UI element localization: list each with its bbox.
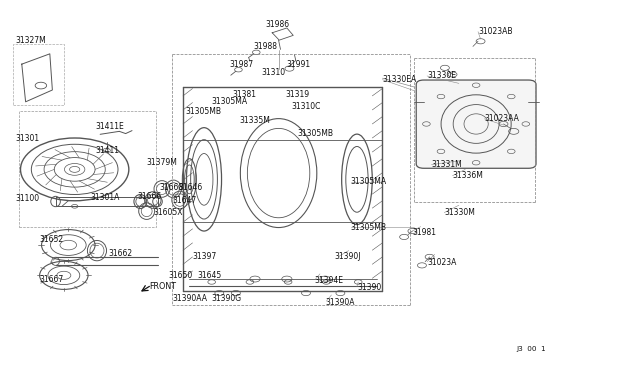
Text: 31668: 31668 — [159, 183, 184, 192]
Text: 31023AB: 31023AB — [478, 27, 513, 36]
Text: 31301A: 31301A — [91, 193, 120, 202]
Text: 31381: 31381 — [233, 90, 257, 99]
FancyBboxPatch shape — [416, 80, 536, 168]
Text: 31379M: 31379M — [147, 157, 177, 167]
Text: J3  00  1: J3 00 1 — [516, 346, 546, 352]
Text: FRONT: FRONT — [149, 282, 176, 291]
Text: 31605X: 31605X — [153, 208, 182, 217]
Text: 31647: 31647 — [172, 196, 196, 205]
Text: 31327M: 31327M — [15, 36, 46, 45]
Text: 31023AA: 31023AA — [484, 114, 519, 123]
Text: 31305MB: 31305MB — [298, 129, 333, 138]
Text: 31645: 31645 — [198, 271, 222, 280]
Text: 31397: 31397 — [193, 252, 217, 262]
Text: 31987: 31987 — [230, 60, 253, 70]
Text: 31652: 31652 — [40, 235, 64, 244]
Text: 31411: 31411 — [96, 147, 120, 155]
Text: 31981: 31981 — [412, 228, 436, 237]
Text: 31650: 31650 — [168, 271, 193, 280]
Text: 31310: 31310 — [261, 68, 285, 77]
Text: 31335M: 31335M — [239, 116, 270, 125]
Text: 31986: 31986 — [266, 20, 290, 29]
Text: 31330EA: 31330EA — [383, 75, 417, 84]
Text: 31390AA: 31390AA — [172, 294, 207, 303]
Text: 31411E: 31411E — [96, 122, 124, 131]
Text: 31319: 31319 — [285, 90, 309, 99]
Text: 31390: 31390 — [357, 283, 381, 292]
Text: 31394E: 31394E — [315, 276, 344, 285]
Text: 31023A: 31023A — [427, 258, 456, 267]
Text: 31305MA: 31305MA — [212, 97, 248, 106]
Text: 31662: 31662 — [108, 249, 132, 258]
Text: 31390J: 31390J — [334, 252, 360, 262]
Text: 31390A: 31390A — [325, 298, 355, 307]
Text: 31336M: 31336M — [452, 171, 483, 180]
Text: 31390G: 31390G — [212, 294, 242, 303]
Text: 31330E: 31330E — [427, 71, 456, 80]
Text: 31305MB: 31305MB — [185, 107, 221, 116]
Text: 31310C: 31310C — [291, 102, 321, 111]
Text: 31646: 31646 — [179, 183, 203, 192]
Text: 31331M: 31331M — [431, 160, 462, 169]
Text: 31991: 31991 — [287, 60, 311, 70]
Text: 31667: 31667 — [40, 275, 64, 283]
Text: 31305MA: 31305MA — [351, 177, 387, 186]
Text: 31330M: 31330M — [444, 208, 475, 217]
Text: 31305MB: 31305MB — [351, 223, 387, 232]
Text: 31301: 31301 — [15, 134, 40, 142]
Text: 31988: 31988 — [253, 42, 277, 51]
Text: 31100: 31100 — [15, 195, 40, 203]
Text: 31666: 31666 — [137, 192, 161, 201]
